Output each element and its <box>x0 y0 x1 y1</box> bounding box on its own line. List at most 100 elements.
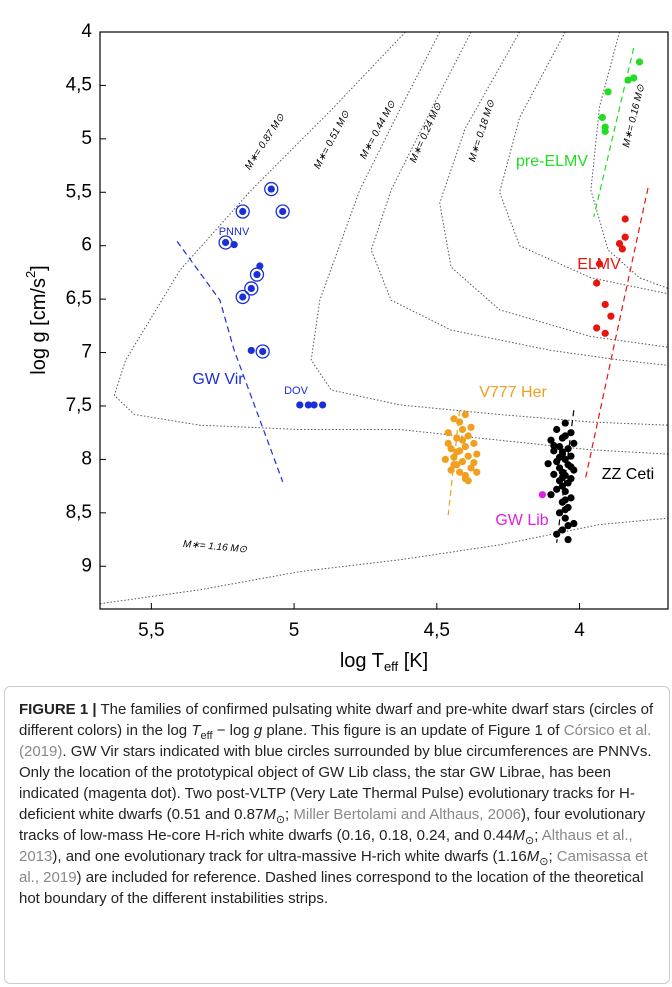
caption-text: M <box>526 848 540 865</box>
data-point <box>564 535 572 544</box>
evolutionary-track <box>590 32 668 289</box>
data-point <box>561 506 569 514</box>
data-point <box>561 496 569 504</box>
data-point <box>567 494 575 502</box>
data-point <box>595 260 604 268</box>
data-point <box>467 423 475 431</box>
evolutionary-track <box>370 32 668 366</box>
caption-text[interactable]: Camisassa et al., 2019 <box>19 848 648 886</box>
data-point <box>458 436 467 444</box>
y-tick-label: 5 <box>81 128 92 149</box>
data-point <box>259 347 267 356</box>
data-point <box>558 526 566 534</box>
data-point <box>470 439 478 447</box>
caption-text: ⊙ <box>525 835 535 847</box>
data-point <box>635 58 644 66</box>
data-point <box>253 270 261 279</box>
data-point <box>558 473 566 482</box>
caption-text[interactable]: Córsico et al. (2019) <box>19 722 652 760</box>
evolutionary-track <box>439 32 668 348</box>
data-point <box>561 487 569 496</box>
data-point <box>453 448 461 456</box>
caption-text[interactable]: Althaus et al., 2013 <box>19 827 633 865</box>
series-label: PNNV <box>219 226 250 238</box>
data-point <box>624 76 632 84</box>
caption-text: ), four evolutionary tracks of low-mass … <box>19 806 646 844</box>
data-point <box>447 466 455 474</box>
series-label: GW Vir <box>192 371 244 388</box>
caption-text[interactable]: Miller Bertolami and Althaus, 2006 <box>293 806 522 823</box>
caption-text: ⊙ <box>539 856 549 868</box>
data-point <box>456 418 464 426</box>
ring <box>249 267 265 282</box>
y-tick-label: 9 <box>81 555 92 576</box>
track-label: M∗= 0.16 M⊙ <box>621 83 647 149</box>
caption-text: . GW Vir stars indicated with blue circl… <box>19 743 652 823</box>
data-point <box>544 460 552 468</box>
data-point <box>601 127 609 135</box>
data-point <box>458 457 467 466</box>
series-label: V777 Her <box>479 384 547 401</box>
data-point <box>447 445 455 453</box>
series-label: GW Lib <box>495 512 548 529</box>
data-point <box>247 346 255 355</box>
y-tick-label: 4,5 <box>66 74 92 95</box>
y-tick-label: 6,5 <box>66 288 92 309</box>
data-point <box>601 300 609 309</box>
data-point <box>239 207 247 216</box>
data-point <box>598 113 606 122</box>
plot-area <box>100 32 668 605</box>
data-point <box>444 439 452 447</box>
track-label: M∗= 0.51 M⊙ <box>312 109 352 171</box>
data-point <box>564 445 572 453</box>
data-point <box>456 468 464 476</box>
data-point <box>473 450 481 458</box>
data-point <box>561 514 569 522</box>
data-point <box>441 455 449 464</box>
evolutionary-track <box>100 517 668 605</box>
data-point <box>561 419 569 427</box>
track-label: M∗= 0.18 M⊙ <box>467 98 498 163</box>
data-point <box>221 238 230 247</box>
data-point <box>558 482 566 490</box>
caption-text: M <box>263 806 276 823</box>
x-tick-label: 4,5 <box>424 620 450 641</box>
data-point <box>561 432 569 440</box>
data-point <box>618 245 626 253</box>
data-point <box>547 491 555 499</box>
caption-text: M <box>512 827 526 844</box>
caption-text: ⊙ <box>275 814 286 826</box>
track-label: M∗= 1.16 M⊙ <box>182 539 248 556</box>
data-point <box>570 519 578 528</box>
x-axis-label: log Teff [K] <box>340 650 428 674</box>
data-point <box>593 324 601 332</box>
caption-text: ; <box>285 806 294 823</box>
caption-text: eff <box>200 730 213 742</box>
data-point <box>553 485 561 493</box>
data-point <box>310 401 318 409</box>
x-label-sub: eff <box>384 659 399 674</box>
x-label-main: log T <box>340 650 384 672</box>
hot-boundary <box>584 187 649 480</box>
data-point <box>555 509 564 517</box>
data-point <box>267 185 275 193</box>
caption-text: ; <box>534 827 542 844</box>
data-point <box>450 461 458 469</box>
caption-text: g <box>253 722 263 739</box>
data-point <box>564 522 572 530</box>
data-point <box>570 439 578 447</box>
caption-text: ) are included for reference. Dashed lin… <box>19 869 644 907</box>
data-point <box>450 415 458 423</box>
y-tick-label: 4 <box>81 21 92 42</box>
y-label-end: ] <box>28 265 50 271</box>
evolutionary-track <box>499 32 668 295</box>
data-point <box>550 441 558 450</box>
caption-text: FIGURE 1 | <box>19 701 97 718</box>
data-point <box>467 464 475 472</box>
data-point <box>567 452 575 460</box>
data-point <box>567 463 575 471</box>
y-tick-label: 7,5 <box>66 395 92 416</box>
data-point <box>553 425 561 434</box>
ring <box>255 344 270 359</box>
